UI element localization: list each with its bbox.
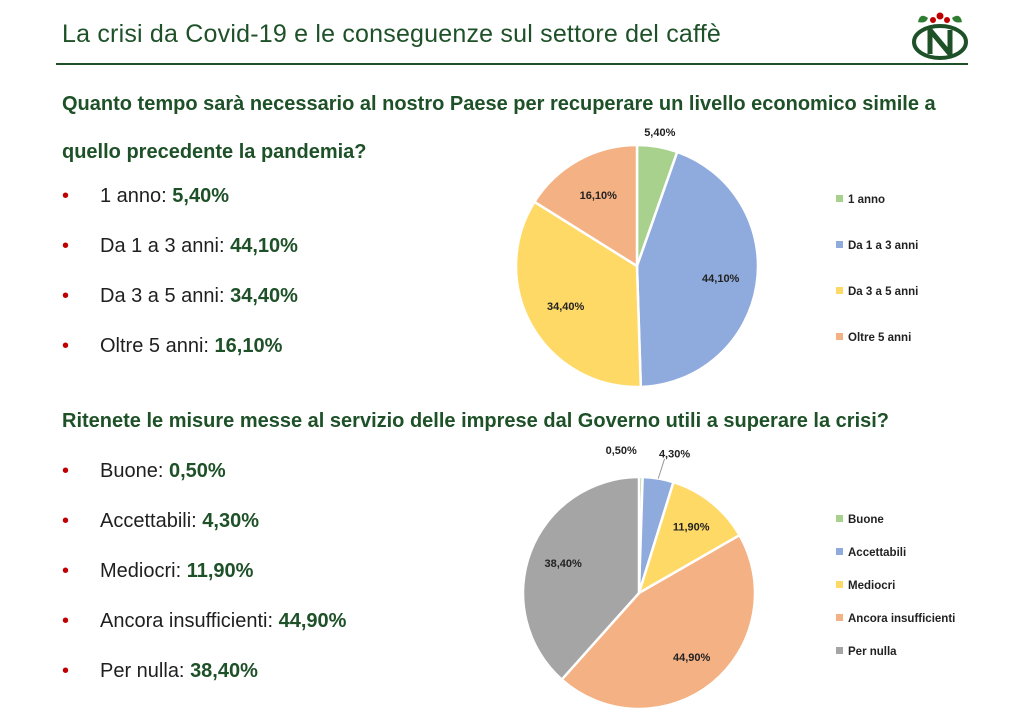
list-item: • Da 3 a 5 anni: 34,40%: [62, 285, 298, 307]
list-item: • Oltre 5 anni: 16,10%: [62, 335, 283, 357]
legend-swatch: [836, 581, 843, 588]
list-item: • Per nulla: 38,40%: [62, 660, 258, 682]
legend-label: Ancora insufficienti: [848, 613, 956, 625]
legend-swatch: [836, 287, 843, 294]
legend-label: Da 3 a 5 anni: [848, 286, 919, 298]
header-divider: [56, 63, 968, 65]
pie-chart-recovery-time: 5,40% 44,10% 34,40% 16,10%: [514, 127, 760, 389]
pie-slice-da-3-a-5-anni: [514, 200, 643, 389]
data-label: 44,90%: [673, 652, 711, 664]
pie-chart-government-measures: 0,50% 4,30% 11,90% 44,90% 38,40%: [521, 445, 757, 711]
answer-list-2: • Buone: 0,50% • Accettabili: 4,30% • Medio…: [62, 459, 346, 709]
data-label: 4,30%: [659, 449, 690, 461]
legend-swatch: [836, 515, 843, 522]
legend-item: Ancora insufficienti: [836, 613, 955, 625]
leader-line: [657, 458, 666, 479]
bullet-icon: •: [62, 460, 70, 482]
list-item: • 1 anno: 5,40%: [62, 185, 230, 207]
bullet-icon: •: [62, 185, 70, 207]
bullet-icon: •: [62, 610, 70, 632]
legend-swatch: [836, 241, 843, 248]
header-title: La crisi da Covid-19 e le conseguenze su…: [62, 20, 721, 48]
bullet-icon: •: [62, 560, 70, 582]
legend-swatch: [836, 647, 843, 654]
legend-item: Per nulla: [836, 646, 897, 658]
data-label: 34,40%: [547, 301, 585, 313]
legend-label: 1 anno: [848, 194, 886, 206]
legend-swatch: [836, 614, 843, 621]
bullet-icon: •: [62, 285, 70, 307]
data-label: 11,90%: [673, 522, 710, 534]
bullet-icon: •: [62, 335, 70, 357]
data-label: 0,50%: [606, 445, 637, 457]
legend-label: Oltre 5 anni: [848, 332, 912, 344]
data-label: 16,10%: [580, 190, 618, 202]
legend-item: Buone: [836, 514, 884, 526]
bullet-icon: •: [62, 235, 70, 257]
pie-slice-mediocri: [636, 480, 742, 596]
question-2: Ritenete le misure messe al servizio del…: [62, 410, 890, 432]
list-item: • Accettabili: 4,30%: [62, 510, 259, 532]
answer-list-1: • 1 anno: 5,40% • Da 1 a 3 anni: 44,10% • D…: [62, 184, 298, 384]
pie-slice-oltre-5-anni: [532, 143, 639, 269]
legend-item: Accettabili: [836, 547, 906, 559]
legend-item: Oltre 5 anni: [836, 332, 911, 344]
legend-label: Mediocri: [848, 580, 896, 592]
legend-item: Da 1 a 3 anni: [836, 240, 918, 252]
list-item: • Mediocri: 11,90%: [62, 560, 254, 582]
pie-slice-ancora-insufficienti: [559, 533, 757, 711]
list-item: • Buone: 0,50%: [62, 460, 226, 482]
pie-slice-per-nulla: [521, 475, 641, 682]
data-label: 5,40%: [644, 127, 675, 139]
data-label: 44,10%: [702, 273, 740, 285]
legend-item: 1 anno: [836, 194, 885, 206]
legend-label: Accettabili: [848, 547, 907, 559]
list-item: • Da 1 a 3 anni: 44,10%: [62, 235, 298, 257]
pie-slice-da-1-a-3-anni: [635, 150, 760, 389]
legend-item: Mediocri: [836, 580, 895, 592]
question-1: Quanto tempo sarà necessario al nostro P…: [62, 93, 936, 163]
legend-item: Da 3 a 5 anni: [836, 286, 918, 298]
company-logo-icon: [912, 12, 968, 60]
data-label: 38,40%: [544, 558, 582, 570]
bullet-icon: •: [62, 510, 70, 532]
legend-label: Per nulla: [848, 646, 897, 658]
legend-label: Buone: [848, 514, 884, 526]
legend-label: Da 1 a 3 anni: [848, 240, 919, 252]
legend-swatch: [836, 548, 843, 555]
list-item: • Ancora insufficienti: 44,90%: [62, 610, 347, 632]
legend-swatch: [836, 195, 843, 202]
legend-swatch: [836, 333, 843, 340]
bullet-icon: •: [62, 660, 70, 682]
